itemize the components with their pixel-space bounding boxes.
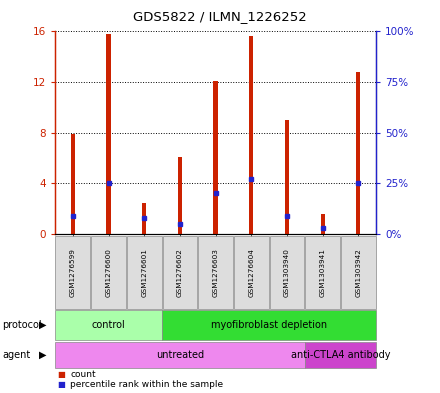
Text: GDS5822 / ILMN_1226252: GDS5822 / ILMN_1226252	[133, 10, 307, 23]
Text: GSM1303941: GSM1303941	[320, 248, 326, 297]
Text: protocol: protocol	[2, 320, 42, 330]
Text: anti-CTLA4 antibody: anti-CTLA4 antibody	[291, 350, 390, 360]
Text: percentile rank within the sample: percentile rank within the sample	[70, 380, 224, 389]
Bar	[71, 134, 75, 234]
Text: ■: ■	[57, 380, 65, 389]
Bar	[106, 34, 111, 234]
Text: GSM1303940: GSM1303940	[284, 248, 290, 297]
Text: GSM1276601: GSM1276601	[141, 248, 147, 297]
Text: ▶: ▶	[39, 350, 47, 360]
Bar	[356, 72, 360, 234]
Bar	[142, 204, 147, 234]
Text: ■: ■	[57, 370, 65, 379]
Text: count: count	[70, 370, 96, 379]
Text: GSM1276600: GSM1276600	[106, 248, 111, 297]
Bar	[320, 213, 325, 234]
Text: GSM1276604: GSM1276604	[248, 248, 254, 297]
Text: GSM1276599: GSM1276599	[70, 248, 76, 297]
Text: myofibroblast depletion: myofibroblast depletion	[211, 320, 327, 330]
Bar	[213, 81, 218, 234]
Text: ▶: ▶	[39, 320, 47, 330]
Text: GSM1276603: GSM1276603	[213, 248, 219, 297]
Text: GSM1303942: GSM1303942	[356, 248, 361, 297]
Bar	[285, 120, 289, 234]
Text: agent: agent	[2, 350, 30, 360]
Bar	[249, 37, 253, 234]
Bar	[178, 157, 182, 234]
Text: untreated: untreated	[156, 350, 204, 360]
Text: GSM1276602: GSM1276602	[177, 248, 183, 297]
Text: control: control	[92, 320, 125, 330]
